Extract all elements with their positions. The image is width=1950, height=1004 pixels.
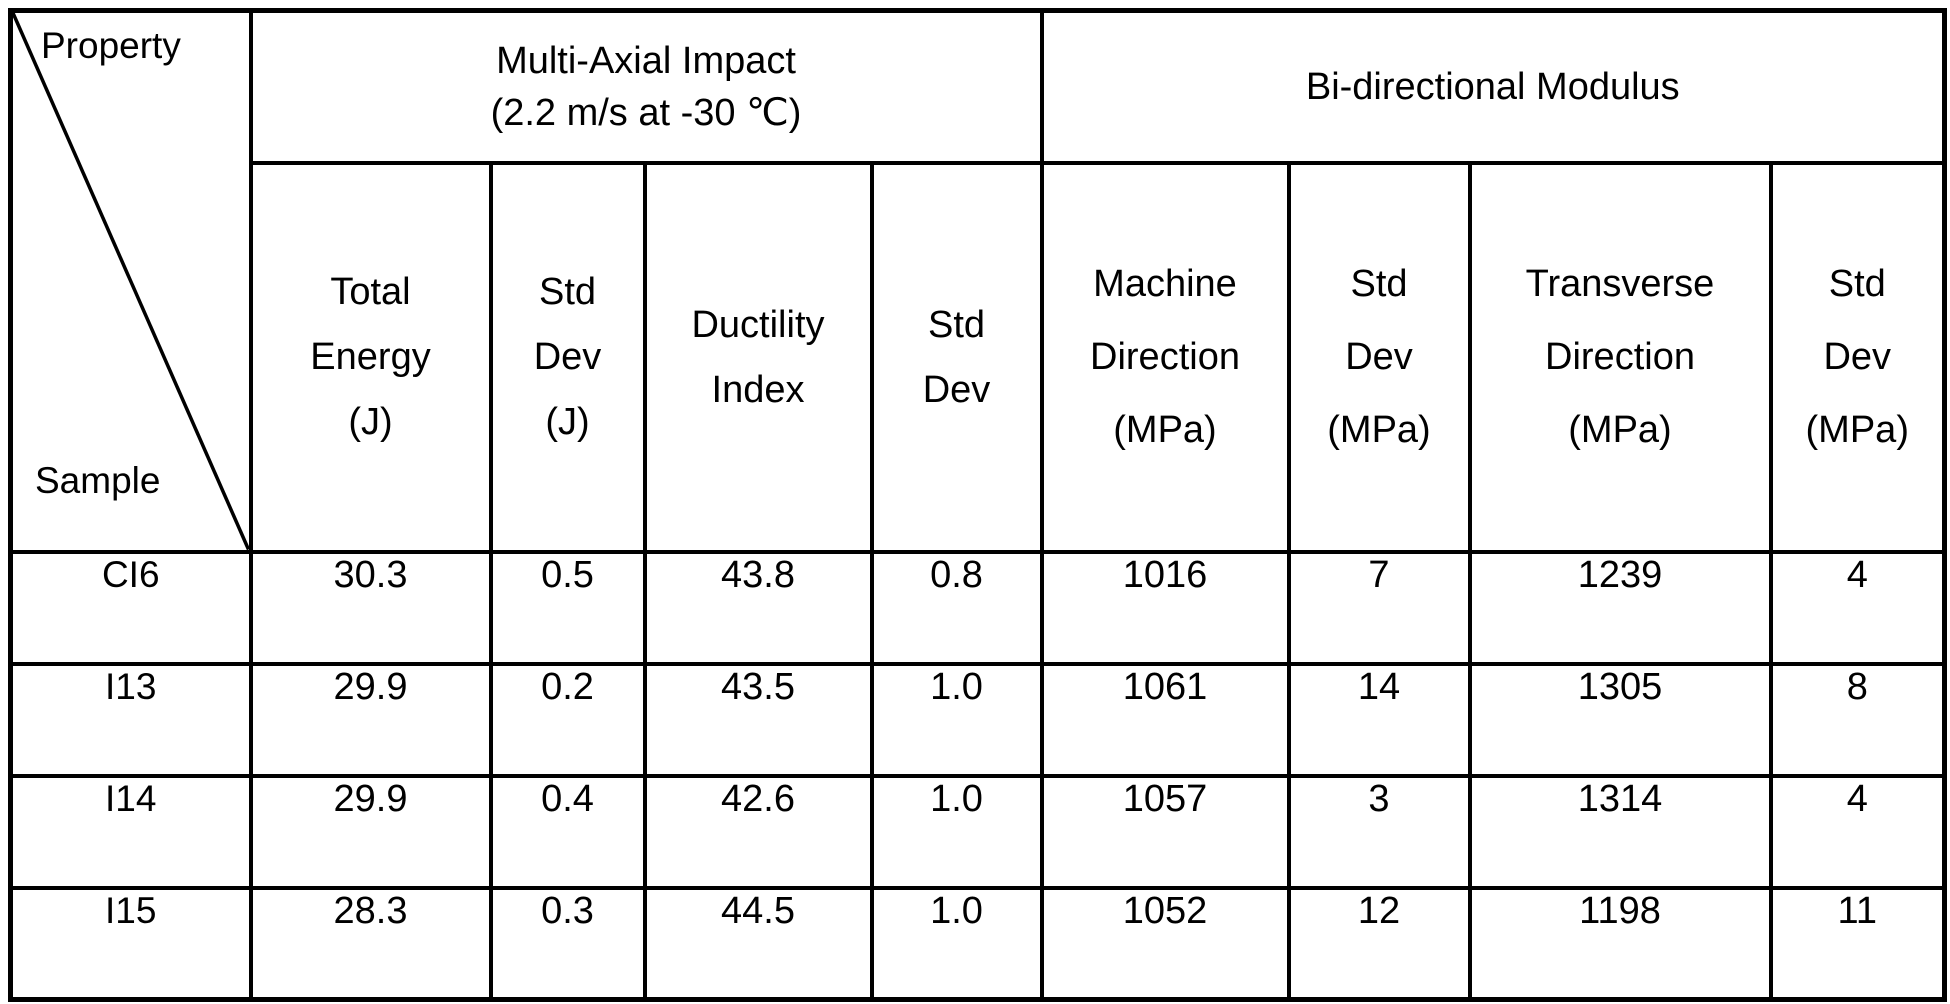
group-title-line: Bi-directional Modulus (1305, 65, 1680, 108)
value-cell: 1057 (1039, 773, 1291, 890)
value-cell: 1016 (1039, 549, 1291, 666)
value-cell: 1.0 (869, 773, 1044, 890)
col-header-ductility-std-dev: Std Dev (869, 160, 1044, 554)
value-cell: 1.0 (869, 661, 1044, 778)
table-row-i13: I13 29.9 0.2 43.5 1.0 1061 14 1305 8 (8, 661, 1947, 778)
material-properties-table: Property Sample Multi-Axial Impact (2.2 … (8, 8, 1948, 1002)
diagonal-divider-line (13, 13, 249, 550)
value-cell: 0.8 (869, 549, 1044, 666)
value-cell: 43.5 (642, 661, 874, 778)
value-cell: 0.5 (488, 549, 647, 666)
col-header-ductility-index: Ductility Index (642, 160, 874, 554)
group-title-line: Multi-Axial Impact (496, 39, 796, 82)
sample-cell: CI6 (8, 549, 253, 666)
value-cell: 29.9 (248, 773, 493, 890)
value-cell: 0.4 (488, 773, 647, 890)
value-cell: 1061 (1039, 661, 1291, 778)
sample-cell: I14 (8, 773, 253, 890)
value-cell: 3 (1286, 773, 1472, 890)
corner-sample-label: Sample (35, 459, 161, 501)
value-cell: 1198 (1467, 885, 1773, 1002)
value-cell: 43.8 (642, 549, 874, 666)
table-row-i14: I14 29.9 0.4 42.6 1.0 1057 3 1314 4 (8, 773, 1947, 890)
column-header-row: Total Energy (J) Std Dev (J) Ductility I… (11, 160, 1947, 554)
value-cell: 11 (1768, 885, 1947, 1002)
value-cell: 4 (1768, 549, 1947, 666)
value-cell: 1314 (1467, 773, 1773, 890)
value-cell: 1052 (1039, 885, 1291, 1002)
value-cell: 14 (1286, 661, 1472, 778)
value-cell: 0.3 (488, 885, 647, 1002)
value-cell: 30.3 (248, 549, 493, 666)
value-cell: 29.9 (248, 661, 493, 778)
table-row-i15: I15 28.3 0.3 44.5 1.0 1052 12 1198 11 (8, 885, 1947, 1002)
group-header-row: Property Sample Multi-Axial Impact (2.2 … (8, 8, 1947, 554)
value-cell: 0.2 (488, 661, 647, 778)
value-cell: 1305 (1467, 661, 1773, 778)
value-cell: 12 (1286, 885, 1472, 1002)
value-cell: 7 (1286, 549, 1472, 666)
table-row-ci6: CI6 30.3 0.5 43.8 0.8 1016 7 1239 4 (8, 549, 1947, 666)
group-subtitle-line: (2.2 m/s at -30 ℃) (490, 91, 802, 134)
corner-property-label: Property (41, 25, 181, 66)
corner-cell: Property Sample (8, 8, 253, 554)
sample-cell: I15 (8, 885, 253, 1002)
col-header-std-dev-j: Std Dev (J) (488, 160, 647, 554)
value-cell: 1239 (1467, 549, 1773, 666)
value-cell: 4 (1768, 773, 1947, 890)
sample-cell: I13 (8, 661, 253, 778)
group-header-multi-axial-impact: Multi-Axial Impact (2.2 m/s at -30 ℃) (248, 8, 1044, 165)
col-header-transverse-direction: Transverse Direction (MPa) (1467, 160, 1773, 554)
value-cell: 44.5 (642, 885, 874, 1002)
col-header-machine-direction: Machine Direction (MPa) (1039, 160, 1291, 554)
col-header-transverse-std-dev-mpa: Std Dev (MPa) (1768, 160, 1947, 554)
value-cell: 8 (1768, 661, 1947, 778)
group-header-bi-directional-modulus: Bi-directional Modulus (1039, 8, 1947, 165)
value-cell: 28.3 (248, 885, 493, 1002)
col-header-total-energy: Total Energy (J) (248, 160, 493, 554)
col-header-machine-std-dev-mpa: Std Dev (MPa) (1286, 160, 1472, 554)
value-cell: 1.0 (869, 885, 1044, 1002)
value-cell: 42.6 (642, 773, 874, 890)
